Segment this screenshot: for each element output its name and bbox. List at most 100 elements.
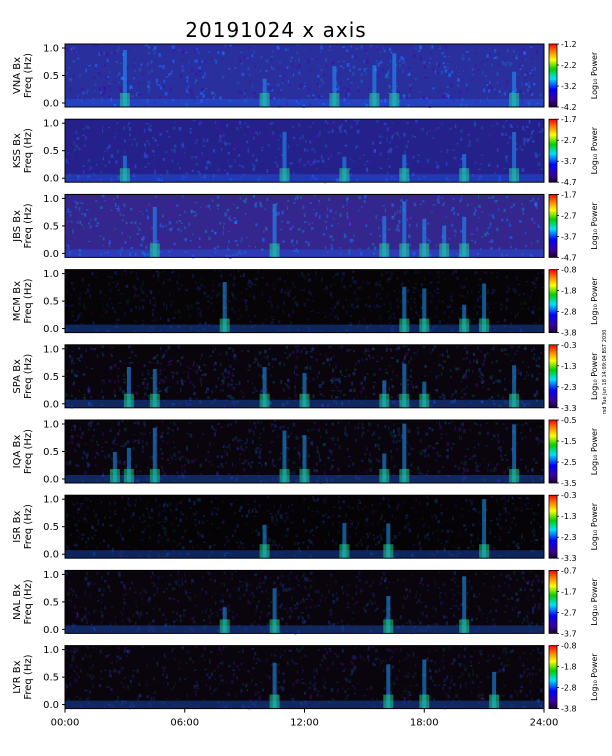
burst-core: [509, 168, 520, 183]
burst: [272, 203, 277, 258]
freq-axis-label: Freq (Hz): [23, 504, 34, 549]
colorbar: [548, 269, 558, 334]
burst: [372, 65, 377, 107]
colorbar-label: Log₁₀ Power: [590, 577, 599, 625]
burst-core: [299, 393, 310, 408]
y-tick-label: 0.0: [43, 249, 59, 260]
burst-core: [383, 619, 394, 634]
burst-core: [459, 619, 470, 634]
burst: [332, 66, 337, 107]
burst-core: [369, 93, 380, 107]
burst-core: [399, 168, 410, 183]
heatmap-field: [65, 645, 544, 709]
colorbar-tick-label: -4.7: [561, 253, 577, 262]
low-freq-band: [65, 249, 544, 258]
burst: [382, 453, 387, 483]
freq-axis-label: Freq (Hz): [23, 654, 34, 699]
y-tick-label: 0.5: [43, 71, 59, 82]
burst: [462, 216, 467, 258]
station-label: ISR Bx: [12, 511, 23, 543]
y-tick-label: 0.0: [43, 550, 59, 561]
burst: [126, 447, 131, 483]
burst: [152, 369, 157, 408]
station-label: LYR Bx: [12, 660, 23, 693]
colorbar-tick-label: -0.8: [561, 642, 577, 651]
burst: [126, 367, 131, 408]
burst: [392, 53, 397, 107]
burst: [512, 365, 517, 408]
y-tick-label: 0.5: [43, 221, 59, 232]
burst-core: [419, 393, 430, 408]
burst-core: [109, 469, 120, 483]
burst-core: [479, 544, 490, 559]
colorbar-tick-label: -3.7: [561, 157, 577, 166]
burst-core: [329, 93, 340, 107]
colorbar-tick-label: -4.7: [561, 178, 577, 187]
burst-core: [219, 619, 230, 634]
colorbar-tick-label: -1.7: [561, 190, 577, 199]
freq-axis-label: Freq (Hz): [23, 278, 34, 323]
colorbar-tick-label: -2.3: [561, 383, 577, 392]
station-label: NAL Bx: [12, 584, 23, 620]
colorbar: [548, 570, 558, 634]
colorbar-tick-label: -1.3: [561, 512, 577, 521]
burst-core: [509, 93, 520, 107]
colorbar: [548, 494, 558, 559]
colorbar-label: Log₁₀ Power: [590, 126, 599, 174]
burst-core: [399, 469, 410, 483]
x-tick-label: 00:00: [51, 718, 80, 729]
low-freq-band: [65, 99, 544, 107]
station-label: JBS Bx: [12, 210, 23, 243]
burst: [382, 216, 387, 258]
freq-axis-label: Freq (Hz): [23, 354, 34, 399]
burst-core: [299, 469, 310, 483]
colorbar-tick-label: -2.8: [561, 684, 577, 693]
y-tick-label: 1.0: [43, 269, 59, 280]
y-tick-label: 1.0: [43, 570, 59, 581]
burst: [272, 588, 277, 634]
spectrogram-panel: 0.0 0.5 1.0 IQA Bx Freq (Hz) -0.5 -1.5 -2.5 -3.5…: [12, 416, 599, 488]
freq-axis-label: Freq (Hz): [23, 53, 34, 98]
burst-core: [339, 168, 350, 183]
colorbar-tick-label: -3.3: [561, 404, 577, 413]
burst-core: [339, 544, 350, 559]
y-tick-label: 0.5: [43, 372, 59, 383]
burst: [402, 423, 407, 483]
burst-core: [149, 393, 160, 408]
freq-axis-label: Freq (Hz): [23, 579, 34, 624]
colorbar: [548, 193, 558, 258]
colorbar-tick-label: -0.7: [561, 566, 577, 575]
burst-core: [419, 318, 430, 333]
y-tick-label: 0.0: [43, 625, 59, 636]
spectrogram-panel: 0.0 0.5 1.0 VNA Bx Freq (Hz) -1.2 -2.2 -3.2 -4.2…: [12, 40, 599, 112]
burst: [402, 286, 407, 333]
colorbar-tick-label: -2.7: [561, 211, 577, 220]
chart-title: 20191024 x axis: [185, 18, 366, 42]
y-tick-label: 0.0: [43, 700, 59, 711]
x-tick-label: 12:00: [290, 718, 319, 729]
burst-core: [269, 619, 280, 634]
freq-axis-label: Freq (Hz): [23, 203, 34, 248]
freq-axis-label: Freq (Hz): [23, 429, 34, 474]
burst: [422, 218, 427, 258]
heatmap-field: [65, 495, 544, 559]
y-tick-label: 1.0: [43, 194, 59, 205]
colorbar-tick-label: -3.7: [561, 629, 577, 638]
burst: [302, 372, 307, 408]
colorbar-tick-label: -1.2: [561, 40, 577, 49]
time-axis: 00:00 06:00 12:00 18:00 24:00: [51, 708, 558, 729]
burst-core: [269, 243, 280, 258]
low-freq-band: [65, 625, 544, 634]
burst-core: [509, 469, 520, 483]
y-tick-label: 0.5: [43, 297, 59, 308]
y-tick-label: 1.0: [43, 495, 59, 506]
burst: [482, 283, 487, 333]
burst: [462, 154, 467, 183]
burst: [386, 664, 391, 709]
burst-core: [399, 393, 410, 408]
burst: [262, 367, 267, 408]
burst-core: [269, 694, 280, 709]
colorbar-tick-label: -2.5: [561, 458, 577, 467]
